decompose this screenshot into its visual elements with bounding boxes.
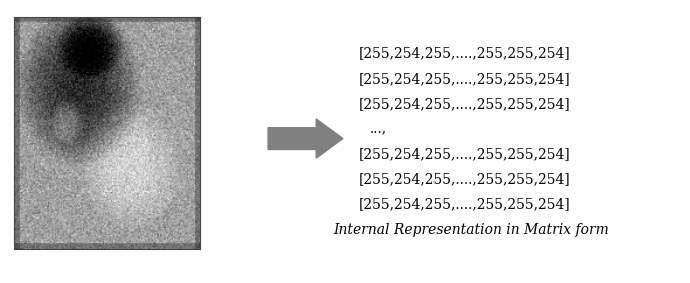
Text: [255,254,255,....,255,255,254]: [255,254,255,....,255,255,254] [359,147,571,161]
FancyArrow shape [268,119,343,158]
Text: [255,254,255,....,255,255,254]: [255,254,255,....,255,255,254] [359,97,571,111]
Text: [255,254,255,....,255,255,254]: [255,254,255,....,255,255,254] [359,47,571,61]
Text: ...,: ..., [370,122,387,136]
Text: [255,254,255,....,255,255,254]: [255,254,255,....,255,255,254] [359,172,571,186]
Text: Image: Image [132,234,180,248]
Text: [255,254,255,....,255,255,254]: [255,254,255,....,255,255,254] [359,72,571,86]
Text: [255,254,255,....,255,255,254]: [255,254,255,....,255,255,254] [359,197,571,211]
Text: Internal Representation in Matrix form: Internal Representation in Matrix form [333,223,609,237]
